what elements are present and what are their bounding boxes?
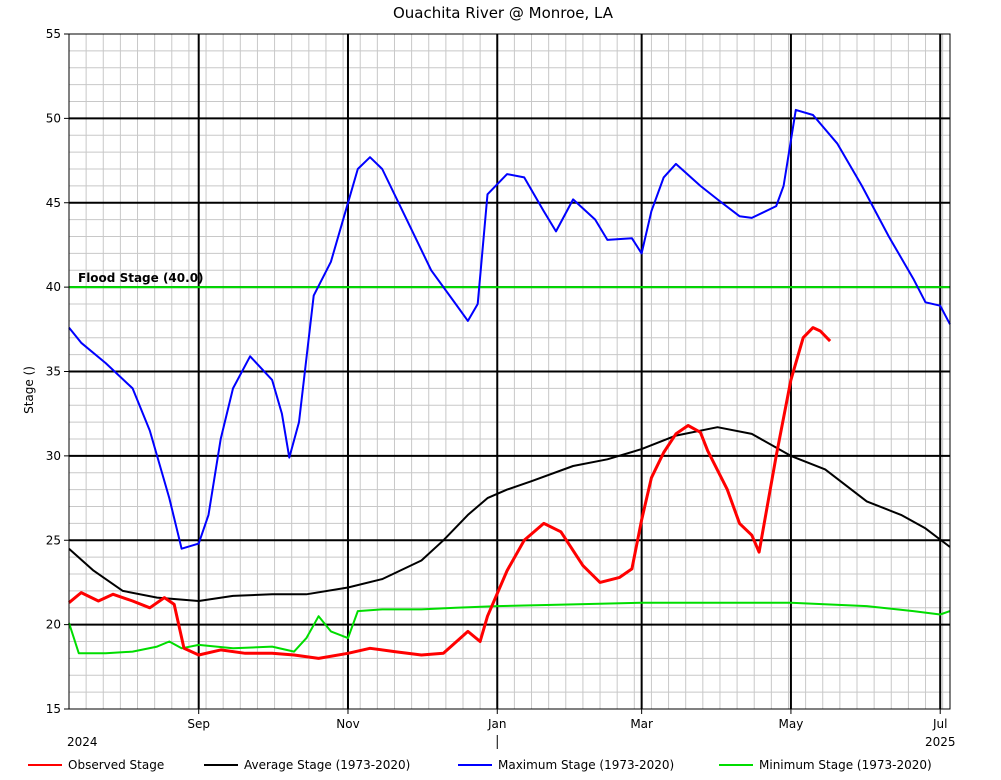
- flood-stage-label: Flood Stage (40.0): [78, 271, 204, 285]
- x-tick-label: Mar: [630, 717, 653, 731]
- y-tick-label: 30: [46, 449, 61, 463]
- legend-label: Average Stage (1973-2020): [244, 758, 410, 772]
- observed-stage-line: [68, 326, 832, 660]
- average-stage-line: [68, 426, 951, 602]
- year-label: 2025: [925, 735, 956, 749]
- x-tick-label: Sep: [187, 717, 210, 731]
- series-lines: [68, 108, 951, 660]
- y-tick-label: 25: [46, 533, 61, 547]
- x-tick-label: May: [779, 717, 804, 731]
- y-tick-label: 20: [46, 618, 61, 632]
- y-tick-label: 15: [46, 702, 61, 716]
- chart-title: Ouachita River @ Monroe, LA: [393, 4, 614, 22]
- legend-label: Minimum Stage (1973-2020): [759, 758, 932, 772]
- x-tick-label: Jan: [487, 717, 507, 731]
- y-axis-label: Stage (): [22, 366, 36, 414]
- x-axis-ticks: Sep Nov Jan Mar May Jul 2024 2025: [67, 709, 955, 749]
- year-label: 2024: [67, 735, 98, 749]
- maximum-stage-line: [68, 108, 951, 550]
- y-tick-label: 40: [46, 280, 61, 294]
- legend: Observed Stage Average Stage (1973-2020) M…: [28, 758, 932, 772]
- legend-label: Observed Stage: [68, 758, 164, 772]
- y-tick-label: 50: [46, 111, 61, 125]
- y-tick-label: 55: [46, 27, 61, 41]
- flood-stage-line: Flood Stage (40.0): [69, 271, 950, 289]
- y-tick-label: 35: [46, 365, 61, 379]
- y-axis-ticks: 15 20 25 30 35 40 45 50 55: [46, 27, 69, 716]
- x-tick-label: Jul: [932, 717, 947, 731]
- minimum-stage-line: [68, 601, 951, 655]
- x-tick-label: Nov: [336, 717, 359, 731]
- legend-label: Maximum Stage (1973-2020): [498, 758, 674, 772]
- y-tick-label: 45: [46, 196, 61, 210]
